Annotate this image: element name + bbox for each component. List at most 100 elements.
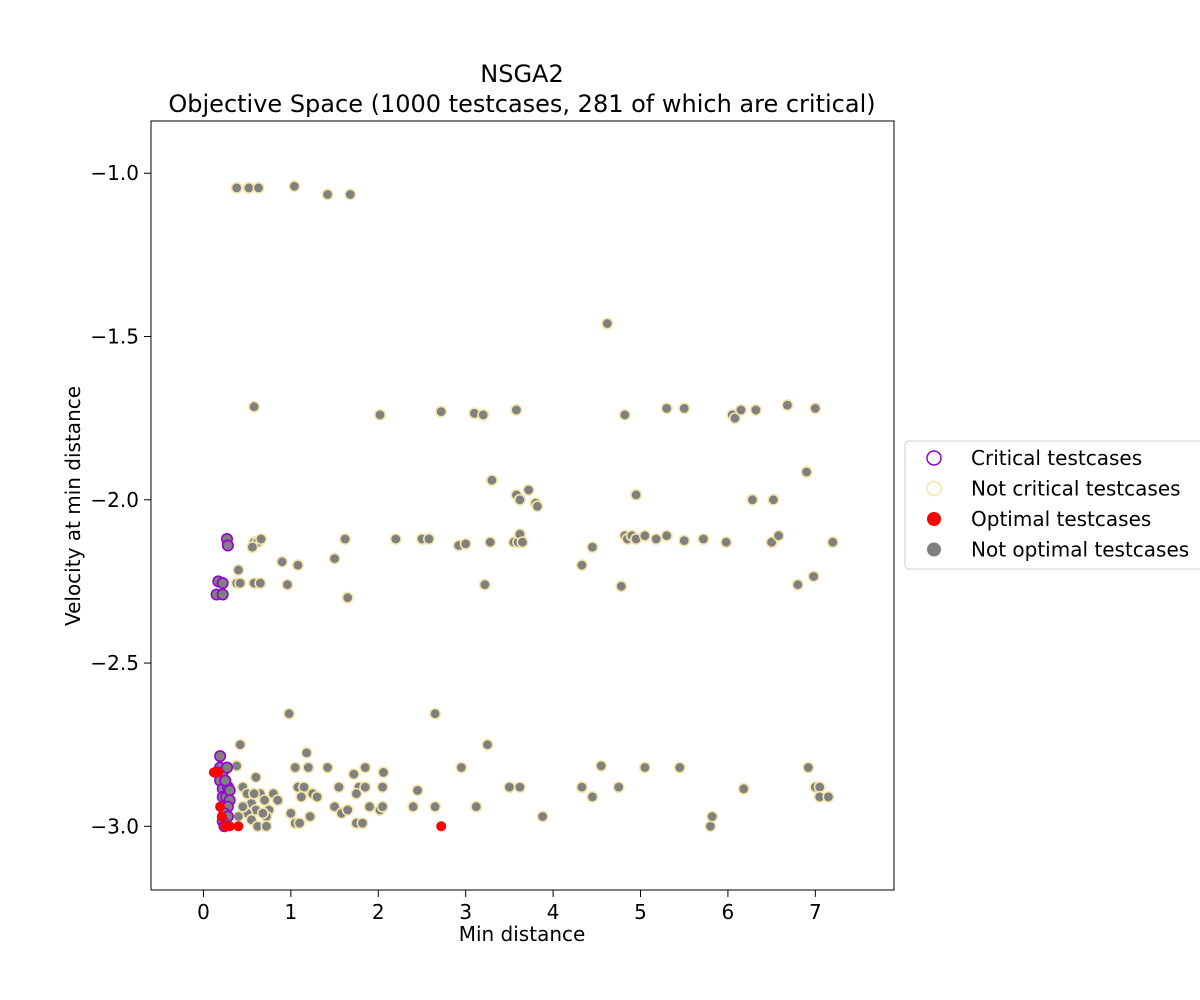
data-point [586,541,599,554]
x-tick-label: 2 [372,900,385,924]
data-point [216,811,227,822]
legend-frame [904,440,1200,570]
data-point [503,781,516,794]
data-point [612,781,625,794]
x-tick-label: 6 [722,900,735,924]
data-point [513,781,526,794]
data-point [746,493,759,506]
x-tick-label: 4 [547,900,560,924]
data-point [223,784,236,797]
data-point [436,821,447,832]
data-point [455,761,468,774]
data-point [522,483,535,496]
data-point [575,781,588,794]
data-point [248,400,261,413]
data-point [328,552,341,565]
data-point [232,563,245,576]
series-group [208,767,447,832]
data-point [300,746,313,759]
data-point [350,787,363,800]
data-point [221,761,234,774]
data-point [284,807,297,820]
data-point [411,784,424,797]
data-point [216,588,229,601]
data-point [363,800,376,813]
data-point [230,181,243,194]
legend-marker [926,480,942,497]
data-point [435,405,448,418]
plot-area [151,121,894,890]
data-point [429,800,442,813]
x-axis-label: Min distance [459,922,586,946]
data-point [359,781,372,794]
data-point [510,403,523,416]
data-point [470,800,483,813]
legend-label: Critical testcases [971,446,1142,470]
data-point [813,781,826,794]
data-point [256,807,269,820]
data-point [389,532,402,545]
data-point [377,766,390,779]
data-point [615,580,628,593]
legend-marker [926,450,942,466]
data-point [478,578,491,591]
chart-title: NSGA2 [480,60,563,88]
legend-label: Optimal testcases [971,507,1151,531]
legend-label: Not critical testcases [971,477,1181,501]
data-point [215,801,226,812]
data-point [252,181,265,194]
data-point [638,529,651,542]
data-point [595,759,608,772]
data-point [772,529,785,542]
data-point [283,707,296,720]
x-tick-label: 1 [284,900,297,924]
data-point [575,559,588,572]
x-tick-label: 5 [634,900,647,924]
y-axis-label: Velocity at min distance [61,386,85,626]
data-point [459,537,472,550]
data-point [734,403,747,416]
data-point [536,810,549,823]
data-point [321,761,334,774]
data-point [706,810,719,823]
data-point [809,402,822,415]
data-point [481,738,494,751]
data-point [234,738,247,751]
legend: Critical testcases Not critical testcases… [904,440,1200,570]
y-tick-label: −1.0 [90,161,139,185]
chart-subtitle: Objective Space (1000 testcases, 281 of … [168,90,875,118]
data-point [304,810,317,823]
data-point [767,493,780,506]
data-point [826,536,839,549]
data-point [230,759,243,772]
data-point [516,536,529,549]
data-point [485,474,498,487]
legend-label: Not optimal testcases [971,538,1189,562]
data-point [347,768,360,781]
data-point [407,800,420,813]
data-point [233,821,244,832]
legend-marker [927,542,941,557]
data-point [302,761,315,774]
data-point [248,787,261,800]
data-point [232,810,245,823]
data-point [321,188,334,201]
data-point [638,761,651,774]
data-point [422,532,435,545]
data-point [260,820,273,833]
data-point [673,761,686,774]
data-point [601,317,614,330]
data-point [341,591,354,604]
data-point [359,761,372,774]
data-point [660,402,673,415]
data-point [332,781,345,794]
data-point [246,541,259,554]
y-axis-ticks: −1.0 −1.5 −2.0 −2.5 −3.0 [90,161,151,838]
data-point [236,800,249,813]
data-point [216,577,229,590]
data-point [288,180,301,193]
data-point [737,782,750,795]
x-tick-label: 7 [809,900,822,924]
data-point [255,532,268,545]
